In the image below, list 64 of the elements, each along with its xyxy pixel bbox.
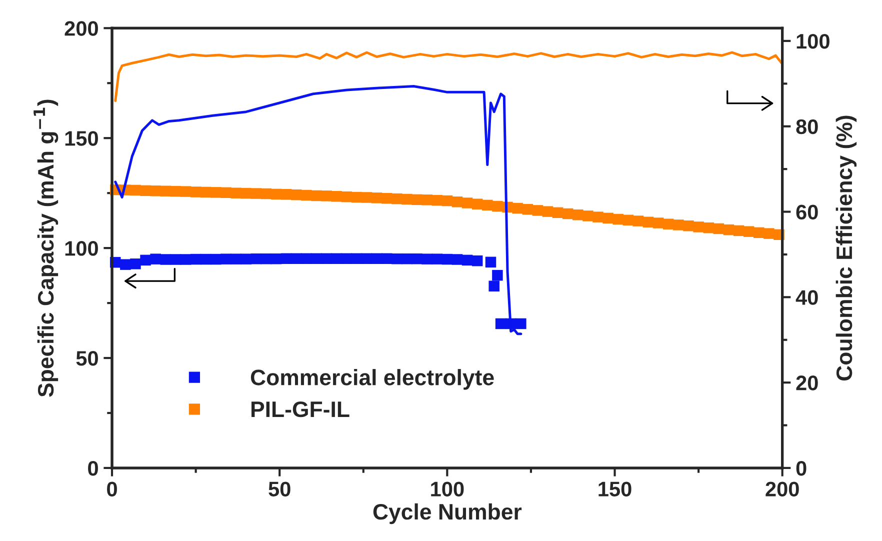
point [200, 254, 212, 265]
line-series [114, 51, 782, 102]
x-tick-label: 50 [268, 482, 290, 496]
y-tick-label: 200 [64, 21, 98, 36]
point [381, 253, 392, 264]
point [488, 280, 500, 292]
point [190, 254, 202, 265]
x-tick-label: 0 [107, 482, 117, 496]
point [495, 318, 506, 330]
point [180, 254, 192, 265]
point [432, 254, 442, 264]
point [412, 253, 422, 264]
point [452, 254, 463, 265]
point [351, 253, 362, 264]
point [250, 253, 262, 264]
legend-label: PIL-GF-IL [251, 401, 350, 418]
y2-tick-label: 40 [796, 290, 818, 305]
x-tick-label: 200 [766, 482, 799, 496]
point [422, 254, 432, 264]
point [485, 256, 496, 268]
point [341, 253, 352, 264]
point [371, 253, 382, 264]
point [210, 254, 222, 265]
point [240, 254, 252, 264]
point [120, 259, 131, 270]
point [472, 255, 483, 266]
point [220, 254, 232, 264]
point [140, 254, 151, 266]
y2-tick-label: 60 [796, 204, 818, 220]
point [160, 254, 172, 265]
point [492, 270, 503, 281]
y2-tick-label: 80 [796, 119, 818, 134]
point [290, 253, 302, 264]
point [130, 258, 141, 270]
point [321, 253, 332, 264]
point [361, 253, 372, 264]
point [392, 253, 402, 264]
legend-label: Commercial electrolyte [250, 369, 494, 390]
x-axis-title: Cycle Number [373, 503, 522, 524]
y2-tick-label: 0 [796, 460, 806, 476]
point [516, 318, 526, 330]
point [462, 254, 473, 266]
point [150, 254, 161, 264]
point [301, 253, 312, 264]
x-tick-label: 100 [431, 482, 464, 496]
point [442, 254, 453, 265]
y2-tick-label: 20 [796, 376, 818, 390]
point [402, 253, 412, 264]
y2-axis-title: Coulombic Efficiency (%) [836, 116, 857, 380]
line-series [114, 84, 522, 336]
y-tick-label: 50 [76, 351, 98, 366]
point [311, 253, 322, 264]
point [280, 253, 292, 264]
x-tick-label: 150 [598, 482, 632, 496]
y-tick-label: 100 [65, 241, 98, 256]
y-tick-label: 0 [88, 460, 98, 476]
point [331, 253, 342, 264]
point [170, 254, 182, 265]
y2-tick-label: 100 [796, 34, 830, 49]
y-axis-title: Specific Capacity (mAh g$^{−1}$) [34, 100, 58, 397]
point [260, 253, 272, 264]
point [270, 253, 282, 264]
point [230, 254, 242, 264]
y-tick-label: 150 [65, 131, 98, 146]
